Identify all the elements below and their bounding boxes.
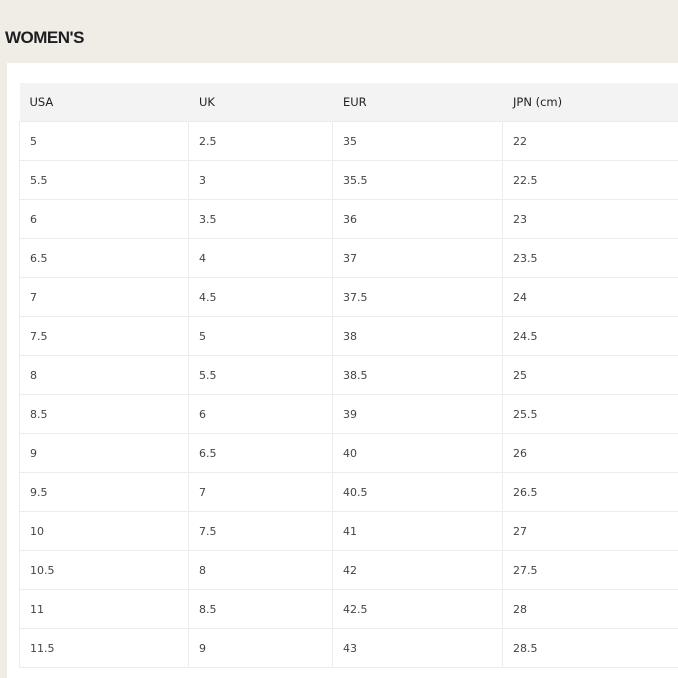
table-row: 7 4.5 37.5 24 — [19, 277, 678, 317]
table-cell: 6.5 — [188, 433, 333, 473]
table-cell: 6.5 — [19, 238, 189, 278]
column-header: EUR — [332, 83, 503, 122]
table-row: 11.5 9 43 28.5 — [19, 628, 678, 668]
section-title: WOMEN'S — [5, 28, 84, 47]
table-cell: 2.5 — [188, 121, 333, 161]
table-cell: 42 — [332, 550, 503, 590]
table-cell: 8.5 — [19, 394, 189, 434]
table-cell: 39 — [332, 394, 503, 434]
table-cell: 9 — [19, 433, 189, 473]
table-cell: 4.5 — [188, 277, 333, 317]
table-cell: 25.5 — [502, 394, 678, 434]
table-cell: 24 — [502, 277, 678, 317]
table-cell: 37.5 — [332, 277, 503, 317]
table-header-row: USA UK EUR JPN (cm) — [19, 83, 678, 122]
table-cell: 9 — [188, 628, 333, 668]
table-cell: 22 — [502, 121, 678, 161]
table-row: 7.5 5 38 24.5 — [19, 316, 678, 356]
table-cell: 7.5 — [188, 511, 333, 551]
table-cell: 25 — [502, 355, 678, 395]
table-cell: 40 — [332, 433, 503, 473]
table-row: 10 7.5 41 27 — [19, 511, 678, 551]
table-cell: 28 — [502, 589, 678, 629]
column-header: JPN (cm) — [502, 83, 678, 122]
table-cell: 36 — [332, 199, 503, 239]
table-cell: 26 — [502, 433, 678, 473]
table-cell: 7 — [188, 472, 333, 512]
table-cell: 43 — [332, 628, 503, 668]
table-cell: 35.5 — [332, 160, 503, 200]
table-cell: 5 — [19, 121, 189, 161]
table-row: 10.5 8 42 27.5 — [19, 550, 678, 590]
table-cell: 10 — [19, 511, 189, 551]
table-cell: 7 — [19, 277, 189, 317]
table-row: 6.5 4 37 23.5 — [19, 238, 678, 278]
table-row: 11 8.5 42.5 28 — [19, 589, 678, 629]
size-chart-panel: USA UK EUR JPN (cm) 5 2.5 35 22 5.5 3 35.5 22.5 6 3.… — [7, 63, 678, 678]
table-cell: 40.5 — [332, 472, 503, 512]
table-cell: 28.5 — [502, 628, 678, 668]
table-cell: 24.5 — [502, 316, 678, 356]
table-cell: 8 — [19, 355, 189, 395]
size-chart-table: USA UK EUR JPN (cm) 5 2.5 35 22 5.5 3 35.5 22.5 6 3.… — [19, 83, 678, 668]
table-cell: 37 — [332, 238, 503, 278]
table-cell: 35 — [332, 121, 503, 161]
table-cell: 11 — [19, 589, 189, 629]
table-cell: 3.5 — [188, 199, 333, 239]
table-cell: 6 — [19, 199, 189, 239]
table-row: 5.5 3 35.5 22.5 — [19, 160, 678, 200]
table-cell: 10.5 — [19, 550, 189, 590]
table-cell: 5 — [188, 316, 333, 356]
table-cell: 4 — [188, 238, 333, 278]
table-row: 6 3.5 36 23 — [19, 199, 678, 239]
table-cell: 7.5 — [19, 316, 189, 356]
table-cell: 23.5 — [502, 238, 678, 278]
table-cell: 6 — [188, 394, 333, 434]
table-cell: 23 — [502, 199, 678, 239]
table-cell: 26.5 — [502, 472, 678, 512]
table-cell: 3 — [188, 160, 333, 200]
table-cell: 27 — [502, 511, 678, 551]
table-cell: 9.5 — [19, 472, 189, 512]
column-header: UK — [188, 83, 333, 122]
table-row: 8 5.5 38.5 25 — [19, 355, 678, 395]
column-header: USA — [19, 83, 189, 122]
table-cell: 5.5 — [188, 355, 333, 395]
table-cell: 41 — [332, 511, 503, 551]
table-row: 8.5 6 39 25.5 — [19, 394, 678, 434]
table-row: 9 6.5 40 26 — [19, 433, 678, 473]
table-row: 5 2.5 35 22 — [19, 121, 678, 161]
table-cell: 22.5 — [502, 160, 678, 200]
table-cell: 27.5 — [502, 550, 678, 590]
table-cell: 38.5 — [332, 355, 503, 395]
table-cell: 5.5 — [19, 160, 189, 200]
table-row: 9.5 7 40.5 26.5 — [19, 472, 678, 512]
table-cell: 8.5 — [188, 589, 333, 629]
table-cell: 8 — [188, 550, 333, 590]
table-cell: 11.5 — [19, 628, 189, 668]
table-cell: 42.5 — [332, 589, 503, 629]
table-cell: 38 — [332, 316, 503, 356]
